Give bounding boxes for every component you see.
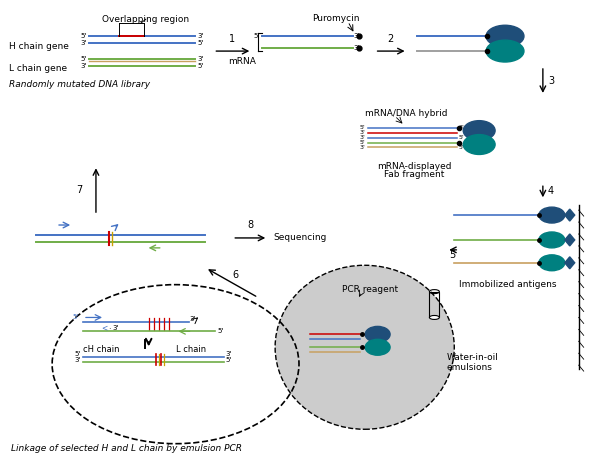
Text: 3': 3' [190, 316, 196, 323]
Ellipse shape [486, 40, 524, 62]
Text: PCR reagent: PCR reagent [341, 285, 398, 294]
Text: 1: 1 [229, 34, 235, 44]
Text: 3': 3' [80, 40, 87, 46]
Text: Overlapping region: Overlapping region [102, 15, 189, 24]
Text: Water-in-oil: Water-in-oil [446, 353, 498, 361]
Polygon shape [565, 209, 575, 221]
Text: 5': 5' [81, 56, 87, 62]
Text: 3': 3' [113, 325, 119, 331]
Text: 3': 3' [360, 130, 365, 135]
Text: L chain: L chain [176, 345, 206, 354]
Ellipse shape [365, 339, 390, 355]
Text: 3': 3' [226, 351, 232, 357]
Ellipse shape [463, 134, 495, 154]
Text: 5': 5' [75, 351, 81, 357]
Text: 3': 3' [354, 45, 360, 51]
Ellipse shape [275, 265, 454, 429]
Text: 5': 5' [360, 140, 365, 145]
Text: 3': 3' [197, 33, 204, 39]
Text: 5': 5' [458, 135, 464, 140]
Text: 4: 4 [548, 186, 554, 196]
Text: 5': 5' [197, 63, 204, 69]
Ellipse shape [539, 255, 565, 271]
Text: 5': 5' [360, 125, 365, 130]
Ellipse shape [463, 121, 495, 141]
Ellipse shape [430, 315, 439, 319]
Text: <: < [101, 324, 107, 333]
Ellipse shape [365, 326, 390, 342]
Text: 3': 3' [458, 125, 464, 130]
Text: Puromycin: Puromycin [312, 14, 359, 23]
Text: 3': 3' [354, 33, 360, 39]
Text: 2: 2 [388, 34, 394, 44]
Text: 7: 7 [76, 185, 82, 195]
Text: emulsions: emulsions [446, 363, 492, 372]
Text: 8: 8 [247, 220, 253, 230]
Text: cH chain: cH chain [83, 345, 119, 354]
Text: 3': 3' [74, 357, 81, 363]
Text: 3': 3' [360, 135, 365, 140]
Text: Linkage of selected H and L chain by emulsion PCR: Linkage of selected H and L chain by emu… [11, 444, 242, 453]
Polygon shape [565, 234, 575, 246]
Text: 3: 3 [548, 76, 554, 86]
Text: 5: 5 [449, 250, 455, 260]
Text: 5': 5' [73, 314, 79, 320]
Text: mRNA: mRNA [229, 57, 256, 65]
Text: mRNA-displayed: mRNA-displayed [377, 162, 452, 171]
Text: 5': 5' [458, 145, 464, 150]
Text: 6: 6 [232, 270, 238, 280]
Text: Immobilized antigens: Immobilized antigens [459, 280, 557, 289]
Ellipse shape [539, 232, 565, 248]
Text: 3': 3' [80, 63, 87, 69]
Text: 5': 5' [226, 357, 232, 363]
Text: mRNA/DNA hybrid: mRNA/DNA hybrid [365, 109, 447, 118]
Text: Fab fragment: Fab fragment [384, 170, 445, 179]
Text: Sequencing: Sequencing [273, 234, 326, 243]
Text: 5': 5' [254, 33, 260, 39]
Text: 5': 5' [81, 33, 87, 39]
Text: 5': 5' [217, 329, 224, 335]
Text: 3': 3' [360, 145, 365, 150]
Text: 5': 5' [197, 40, 204, 46]
Text: Randomly mutated DNA library: Randomly mutated DNA library [10, 80, 151, 89]
Text: 3': 3' [197, 56, 204, 62]
Ellipse shape [486, 25, 524, 47]
Text: L chain gene: L chain gene [10, 64, 67, 74]
Polygon shape [565, 257, 575, 269]
Ellipse shape [539, 207, 565, 223]
Text: H chain gene: H chain gene [10, 42, 69, 51]
Text: ·: · [108, 325, 110, 334]
